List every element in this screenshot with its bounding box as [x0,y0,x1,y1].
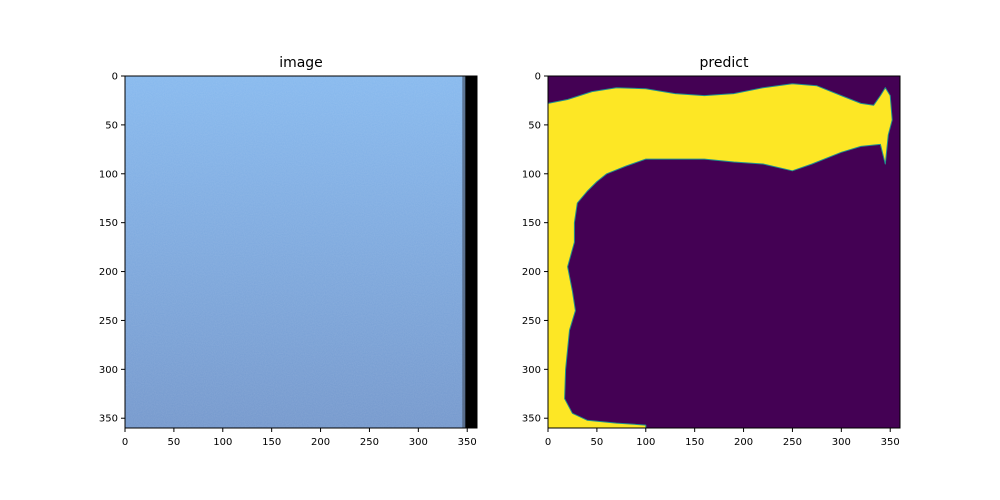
y-tick-label: 50 [528,120,541,131]
y-tick-label: 0 [535,72,541,83]
predict-plot-area [547,75,901,429]
y-tick-label: 150 [522,218,541,229]
image-x-axis: 0 50 100 150 200 250 300 350 [122,428,477,448]
x-tick-label: 0 [122,437,128,448]
x-tick-label: 150 [685,437,704,448]
predict-x-axis: 0 50 100 150 200 250 300 350 [545,428,900,448]
y-tick-label: 100 [99,169,118,180]
x-tick-label: 300 [832,437,851,448]
y-tick-label: 250 [522,316,541,327]
predict-mask-region [547,83,893,429]
x-tick-label: 50 [591,437,604,448]
y-tick-label: 250 [99,316,118,327]
predict-panel: predict 0 50 100 150 200 250 300 350 0 50 100 150 2… [522,55,901,448]
image-panel: image 0 50 100 150 200 250 300 350 0 50 100 150 200… [99,55,478,448]
image-plot-area [124,75,478,429]
y-tick-label: 100 [522,169,541,180]
x-tick-label: 250 [783,437,802,448]
image-y-axis: 0 50 100 150 200 250 300 350 [99,72,125,425]
y-tick-label: 350 [522,414,541,425]
predict-frame [547,75,901,429]
x-tick-label: 350 [881,437,900,448]
y-tick-label: 200 [522,267,541,278]
x-tick-label: 300 [409,437,428,448]
x-tick-label: 200 [734,437,753,448]
y-tick-label: 300 [522,365,541,376]
y-tick-label: 200 [99,267,118,278]
predict-panel-title: predict [700,55,749,71]
y-tick-label: 300 [99,365,118,376]
image-panel-title: image [279,55,323,71]
x-tick-label: 100 [213,437,232,448]
y-tick-label: 50 [105,120,118,131]
x-tick-label: 200 [311,437,330,448]
image-edge-band [465,76,477,428]
x-tick-label: 0 [545,437,551,448]
x-tick-label: 50 [168,437,181,448]
y-tick-label: 150 [99,218,118,229]
image-frame [124,75,478,429]
x-tick-label: 100 [636,437,655,448]
predict-y-axis: 0 50 100 150 200 250 300 350 [522,72,548,425]
image-texture [125,76,477,428]
x-tick-label: 350 [458,437,477,448]
x-tick-label: 150 [262,437,281,448]
image-edge-shadow [462,76,466,428]
y-tick-label: 0 [112,72,118,83]
y-tick-label: 350 [99,414,118,425]
x-tick-label: 250 [360,437,379,448]
